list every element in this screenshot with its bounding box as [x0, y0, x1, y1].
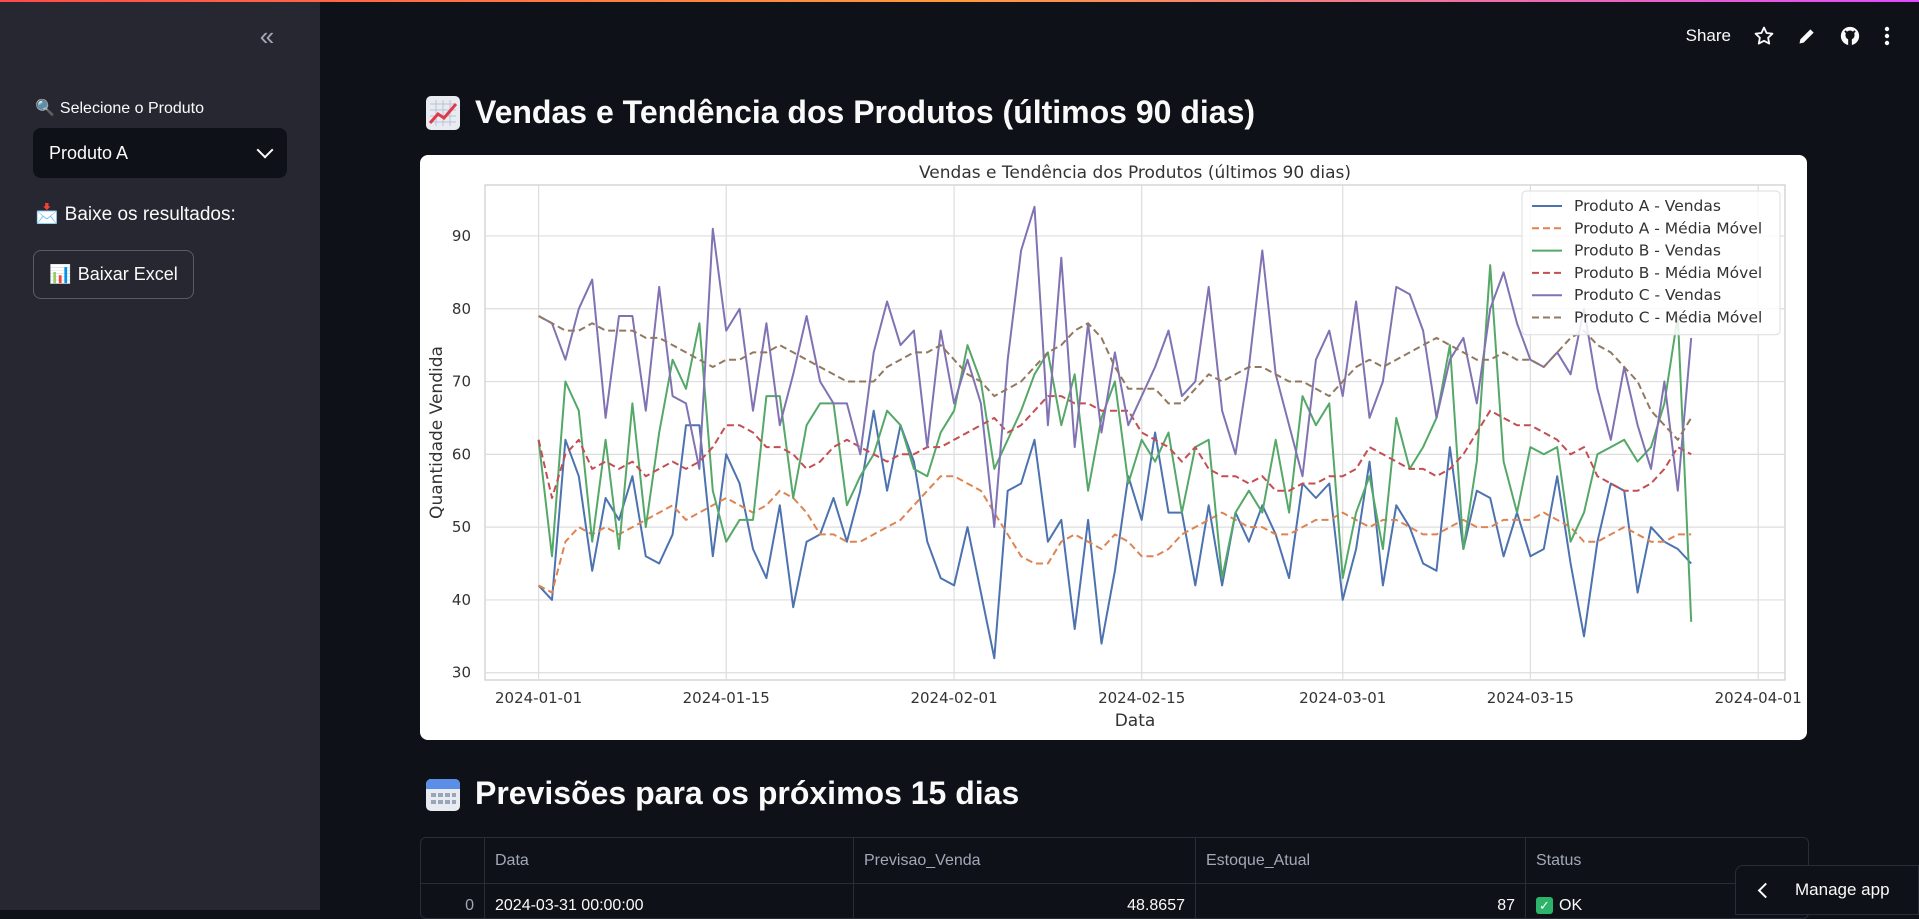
product-select[interactable]: Produto A [33, 128, 287, 178]
column-header-estoque[interactable]: Estoque_Atual [1196, 838, 1526, 883]
legend-entry-2: Produto B - Vendas [1574, 242, 1721, 260]
product-select-value: Produto A [49, 142, 129, 163]
column-header-previsao[interactable]: Previsao_Venda [854, 838, 1196, 883]
series-line-1 [538, 475, 1692, 594]
x-tick-label-3: 2024-02-15 [1098, 689, 1185, 707]
status-text: OK [1559, 896, 1583, 914]
y-tick-label-1: 40 [452, 591, 471, 609]
chart-title: Vendas e Tendência dos Produtos (últimos… [919, 163, 1351, 183]
series-line-3 [537, 395, 1692, 499]
table-header-row: Data Previsao_Venda Estoque_Atual Status [421, 838, 1808, 884]
row-index: 0 [421, 883, 485, 918]
sales-chart: 30 40 50 60 70 80 90 2024-01-01 2024-01-15 2024-0… [420, 155, 1807, 740]
download-excel-button[interactable]: 📊 Baixar Excel [33, 250, 194, 299]
legend-entry-1: Produto A - Média Móvel [1574, 219, 1762, 237]
pencil-icon[interactable] [1797, 22, 1817, 50]
series-line-0 [537, 409, 1692, 660]
page-title: Vendas e Tendência dos Produtos (últimos… [425, 94, 1255, 131]
y-tick-label-5: 80 [452, 300, 471, 318]
legend-entry-4: Produto C - Vendas [1574, 286, 1721, 304]
x-tick-label-6: 2024-04-01 [1715, 689, 1802, 707]
header-toolbar: Share [1686, 22, 1891, 50]
x-tick-label-5: 2024-03-15 [1487, 689, 1574, 707]
x-tick-label-4: 2024-03-01 [1299, 689, 1386, 707]
column-header-index[interactable] [421, 838, 485, 883]
y-tick-label-3: 60 [452, 445, 471, 463]
forecast-title: Previsões para os próximos 15 dias [425, 775, 1019, 812]
select-product-label: 🔍 Selecione o Produto [35, 100, 205, 117]
x-tick-label-0: 2024-01-01 [495, 689, 582, 707]
y-tick-label-6: 90 [452, 227, 471, 245]
cell-data[interactable]: 2024-03-31 00:00:00 [485, 883, 854, 918]
y-tick-label-4: 70 [452, 373, 471, 391]
cell-previsao[interactable]: 48.8657 [854, 883, 1196, 918]
calendar-icon [425, 776, 461, 812]
star-icon[interactable] [1753, 22, 1775, 50]
y-axis-label: Quantidade Vendida [427, 346, 447, 519]
top-accent-line [0, 0, 1919, 2]
sidebar: « 🔍 Selecione o Produto Produto A 📩 Baixe … [0, 0, 320, 910]
series-line-2 [537, 264, 1693, 622]
magnifier-icon: 🔍 [35, 100, 55, 117]
double-chevron-left-icon[interactable]: « [259, 21, 275, 51]
legend-box [1521, 190, 1781, 336]
y-tick-label-2: 50 [452, 518, 471, 536]
x-tick-label-2: 2024-02-01 [910, 689, 997, 707]
cell-estoque[interactable]: 87 [1196, 883, 1526, 918]
chevron-down-icon [256, 141, 274, 159]
x-tick-label-1: 2024-01-15 [683, 689, 770, 707]
series-line-5 [538, 315, 1693, 441]
bar-chart-icon: 📊 [49, 264, 72, 284]
more-vertical-icon[interactable] [1883, 22, 1891, 50]
column-header-data[interactable]: Data [485, 838, 854, 883]
download-heading: 📩 Baixe os resultados: [35, 204, 236, 225]
forecast-table: Data Previsao_Venda Estoque_Atual Status… [420, 837, 1809, 919]
chevron-left-icon [1757, 882, 1774, 898]
check-icon: ✓ [1536, 897, 1553, 914]
series-line-4 [538, 205, 1693, 529]
mailbox-icon: 📩 [35, 204, 59, 225]
chart-increasing-icon [425, 95, 461, 131]
x-axis-label: Data [1115, 711, 1156, 731]
column-header-status[interactable]: Status [1536, 851, 1582, 869]
table-row: 0 2024-03-31 00:00:00 48.8657 87 ✓ OK [421, 883, 1808, 918]
share-button[interactable]: Share [1685, 26, 1731, 45]
sales-chart-svg: 30 40 50 60 70 80 90 2024-01-01 2024-01-15 2024-0… [427, 163, 1802, 731]
legend-entry-3: Produto B - Média Móvel [1574, 264, 1762, 282]
legend-entry-5: Produto C - Média Móvel [1574, 309, 1762, 327]
manage-app-button[interactable]: Manage app [1735, 865, 1919, 915]
y-tick-label-0: 30 [452, 664, 471, 682]
legend-entry-0: Produto A - Vendas [1574, 197, 1721, 215]
github-icon[interactable] [1839, 22, 1861, 50]
